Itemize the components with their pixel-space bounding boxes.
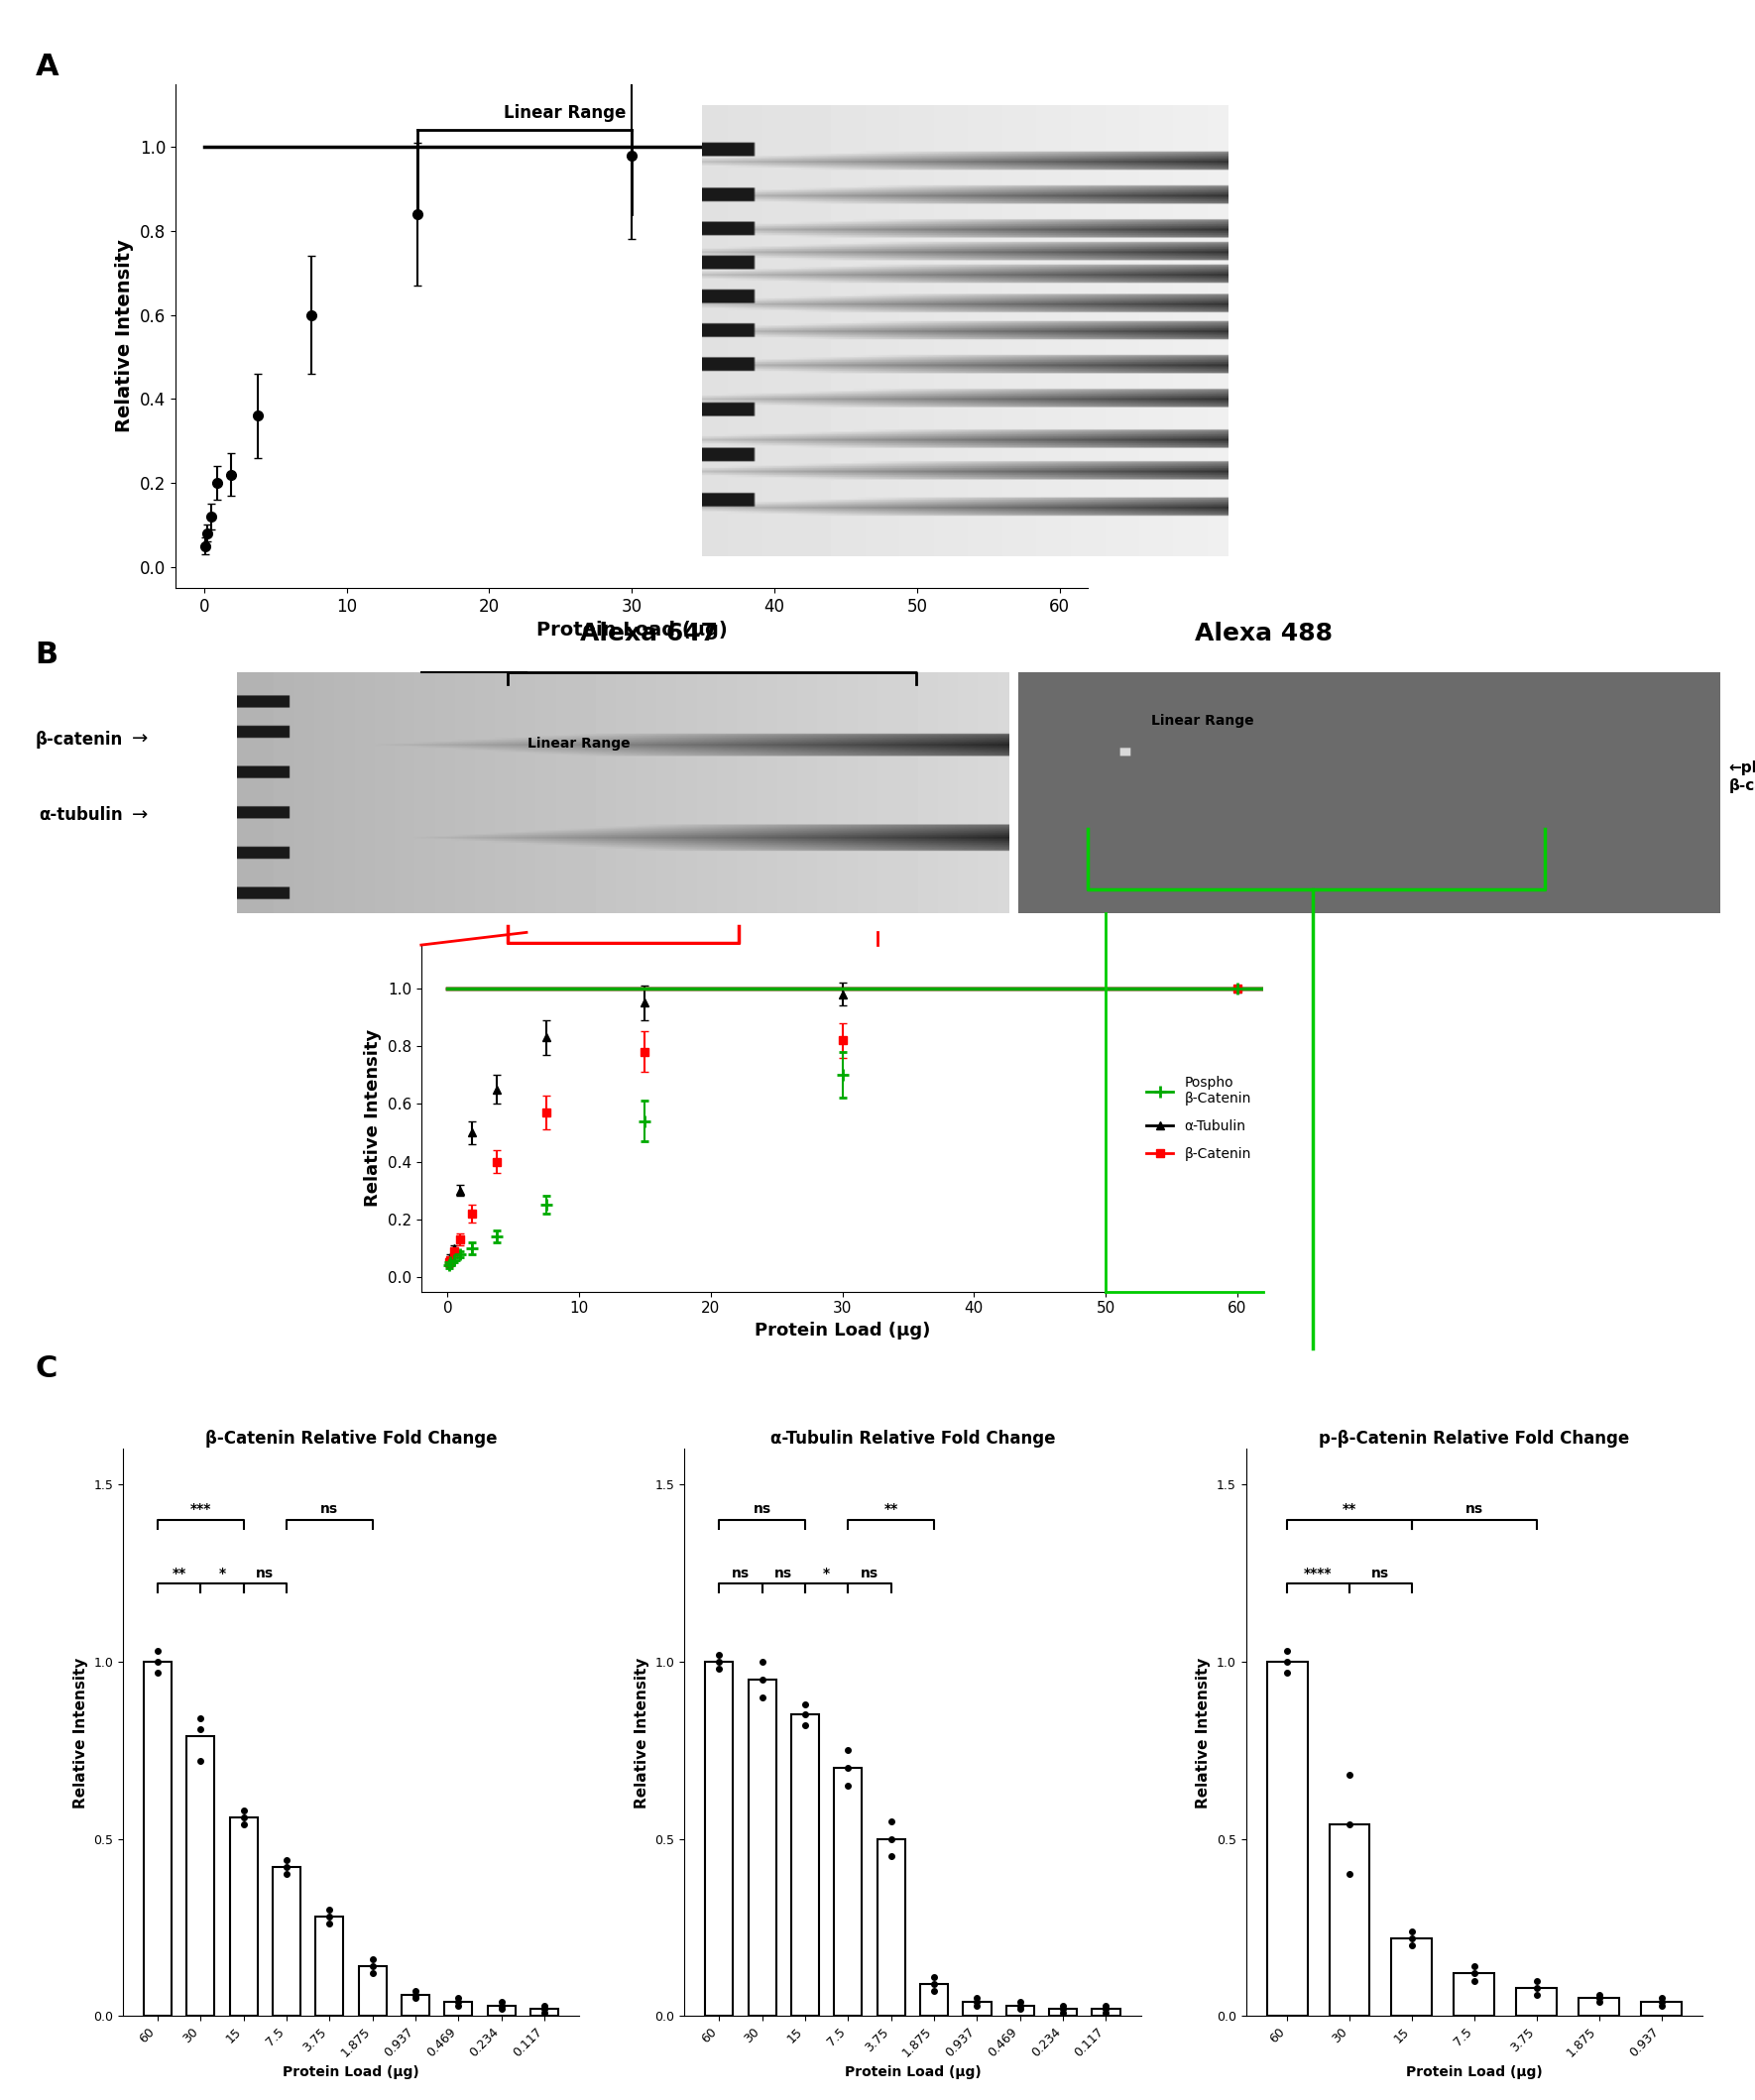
Text: **: ** [1343, 1501, 1357, 1516]
Text: Alexa 488: Alexa 488 [1195, 622, 1332, 645]
Title: p-β-Catenin Relative Fold Change: p-β-Catenin Relative Fold Change [1320, 1430, 1629, 1447]
Bar [878, 1840, 906, 2016]
Text: β-catenin: β-catenin [35, 731, 123, 748]
Bar [1580, 1999, 1620, 2016]
Bar [1392, 1938, 1432, 2016]
Y-axis label: Relative Intensity: Relative Intensity [74, 1657, 88, 1808]
Bar [530, 2010, 558, 2016]
Bar [444, 2001, 472, 2016]
Text: Linear Range: Linear Range [504, 103, 627, 122]
Y-axis label: Relative Intensity: Relative Intensity [116, 239, 133, 433]
Text: ns: ns [860, 1567, 879, 1579]
Text: **: ** [885, 1501, 899, 1516]
Legend: Pospho
β-Catenin, α-Tubulin, β-Catenin: Pospho β-Catenin, α-Tubulin, β-Catenin [1141, 1071, 1257, 1166]
Text: ns: ns [753, 1501, 770, 1516]
X-axis label: Protein Load (μg): Protein Load (μg) [283, 2066, 419, 2079]
Text: ns: ns [774, 1567, 793, 1579]
Text: ns: ns [1372, 1567, 1390, 1579]
Bar [1092, 2010, 1120, 2016]
Text: Linear Range: Linear Range [1151, 714, 1253, 727]
Text: ns: ns [321, 1501, 339, 1516]
Bar [1516, 1987, 1557, 2016]
Text: *: * [823, 1567, 830, 1579]
Title: α-Tubulin Relative Fold Change: α-Tubulin Relative Fold Change [770, 1430, 1055, 1447]
Bar [748, 1680, 776, 2016]
Y-axis label: Relative Intensity: Relative Intensity [363, 1029, 383, 1207]
Bar [402, 1995, 430, 2016]
X-axis label: Protein Load (μg): Protein Load (μg) [755, 1321, 930, 1340]
Bar [1641, 2001, 1681, 2016]
Y-axis label: Relative Intensity: Relative Intensity [1197, 1657, 1211, 1808]
X-axis label: Protein Load (μg): Protein Load (μg) [1406, 2066, 1543, 2079]
Text: **: ** [172, 1567, 186, 1579]
Text: α-tubulin: α-tubulin [39, 806, 123, 823]
Bar [1453, 1974, 1495, 2016]
Text: ←phospho-
β-catenin: ←phospho- β-catenin [1729, 760, 1755, 794]
Text: →: → [132, 806, 147, 823]
Title: β-Catenin Relative Fold Change: β-Catenin Relative Fold Change [205, 1430, 497, 1447]
Bar [1267, 1661, 1307, 2016]
Bar [792, 1716, 820, 2016]
Bar [316, 1917, 344, 2016]
Bar [1329, 1825, 1369, 2016]
Text: B: B [35, 640, 58, 670]
Text: ns: ns [732, 1567, 749, 1579]
Bar [272, 1867, 300, 2016]
Text: A: A [35, 52, 58, 82]
Bar [186, 1737, 214, 2016]
Text: ns: ns [256, 1567, 274, 1579]
X-axis label: Protein Load (μg): Protein Load (μg) [537, 622, 727, 640]
Text: ****: **** [1304, 1567, 1332, 1579]
Bar [144, 1661, 172, 2016]
Text: Linear Range: Linear Range [528, 737, 630, 750]
Text: →: → [132, 731, 147, 748]
Bar [834, 1768, 862, 2016]
Text: C: C [35, 1354, 58, 1384]
Y-axis label: Relative Intensity: Relative Intensity [635, 1657, 649, 1808]
Bar [230, 1816, 258, 2016]
Bar [488, 2005, 516, 2016]
X-axis label: Protein Load (μg): Protein Load (μg) [844, 2066, 981, 2079]
Bar [1006, 2005, 1034, 2016]
Bar [920, 1984, 948, 2016]
Text: ns: ns [1465, 1501, 1483, 1516]
Bar [963, 2001, 992, 2016]
Text: Alexa 647: Alexa 647 [581, 622, 718, 645]
Text: *: * [219, 1567, 226, 1579]
Bar [358, 1966, 386, 2016]
Bar [1049, 2010, 1078, 2016]
Bar [706, 1661, 734, 2016]
Text: ***: *** [190, 1501, 211, 1516]
